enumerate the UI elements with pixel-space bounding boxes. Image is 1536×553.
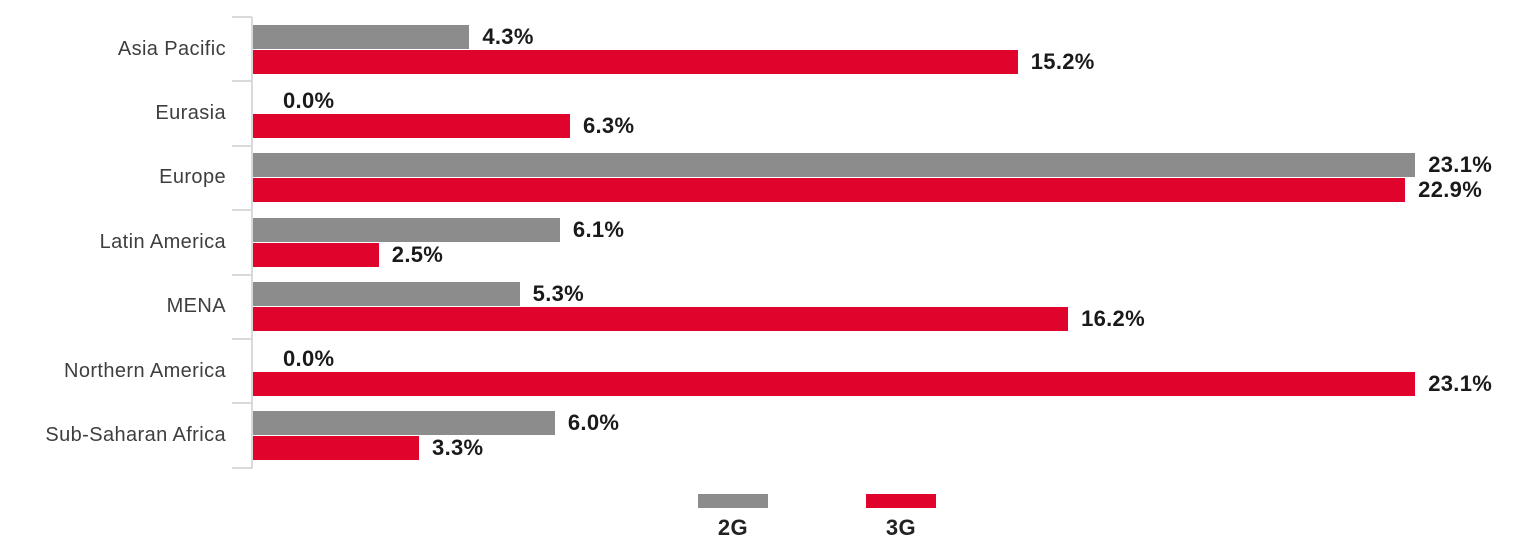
3g-bar	[253, 114, 570, 139]
axis-tick	[232, 144, 252, 147]
bar-line-2g: 6.0%	[253, 410, 1536, 436]
category-row: Asia Pacific 4.3% 15.2%	[0, 17, 1536, 81]
bar-line-3g: 22.9%	[253, 177, 1536, 203]
bar-group: 6.1% 2.5%	[253, 210, 1536, 274]
value-label: 15.2%	[1030, 48, 1095, 74]
bar-group: 0.0% 6.3%	[253, 81, 1536, 145]
bar-line-3g: 23.1%	[253, 370, 1536, 396]
bar-group: 23.1% 22.9%	[253, 146, 1536, 210]
category-label: Latin America	[99, 230, 226, 253]
value-label: 6.3%	[582, 113, 635, 139]
3g-bar	[253, 178, 1406, 203]
category-row: Northern America 0.0% 23.1%	[0, 339, 1536, 403]
bar-line-2g: 0.0%	[253, 345, 1536, 371]
value-label: 0.0%	[283, 345, 335, 371]
bar-line-2g: 23.1%	[253, 152, 1536, 178]
axis-tick	[232, 273, 252, 276]
category-label: Asia Pacific	[117, 37, 226, 60]
axis-tick	[232, 16, 252, 18]
value-label: 16.2%	[1081, 306, 1145, 332]
category-label: Northern America	[63, 359, 226, 382]
bar-line-3g: 15.2%	[253, 48, 1536, 74]
bar-line-2g: 4.3%	[253, 23, 1536, 49]
value-label: 6.1%	[572, 216, 625, 242]
bar-group: 0.0% 23.1%	[253, 339, 1536, 403]
3g-bar	[253, 49, 1018, 74]
value-label: 4.3%	[482, 23, 534, 49]
value-label: 23.1%	[1428, 370, 1493, 396]
category-row: Eurasia 0.0% 6.3%	[0, 81, 1536, 145]
legend-item-3g: 3G	[866, 494, 936, 541]
bar-line-3g: 2.5%	[253, 241, 1536, 267]
2g-bar	[253, 217, 560, 242]
2g-bar	[253, 153, 1416, 178]
value-label: 6.0%	[567, 410, 620, 436]
legend-swatch-3g	[866, 494, 936, 508]
axis-tick	[232, 466, 252, 469]
category-label: Europe	[159, 166, 226, 189]
3g-bar	[253, 436, 420, 461]
category-row: Latin America 6.1% 2.5%	[0, 210, 1536, 274]
bar-group: 5.3% 16.2%	[253, 275, 1536, 339]
3g-bar	[253, 371, 1416, 396]
bar-line-3g: 6.3%	[253, 113, 1536, 139]
value-label: 5.3%	[532, 281, 585, 307]
bar-line-2g: 5.3%	[253, 281, 1536, 307]
value-label: 3.3%	[432, 435, 484, 461]
legend-swatch-2g	[698, 494, 768, 508]
axis-tick	[232, 338, 252, 340]
3g-bar	[253, 242, 379, 267]
legend-label: 3G	[885, 515, 917, 540]
bar-group: 4.3% 15.2%	[253, 17, 1536, 81]
category-row: Sub-Saharan Africa 6.0% 3.3%	[0, 403, 1536, 467]
value-label: 2.5%	[391, 241, 444, 267]
axis-tick	[232, 80, 252, 83]
3g-bar	[253, 307, 1069, 332]
axis-tick	[232, 209, 252, 212]
value-label: 22.9%	[1418, 177, 1483, 203]
category-row: Europe 23.1% 22.9%	[0, 146, 1536, 210]
legend-label: 2G	[717, 515, 749, 540]
value-label: 23.1%	[1428, 152, 1493, 178]
category-label: MENA	[166, 295, 226, 318]
2g-bar	[253, 411, 555, 436]
2g-bar	[253, 24, 470, 49]
bar-line-2g: 0.0%	[253, 88, 1536, 114]
bar-line-3g: 3.3%	[253, 435, 1536, 461]
category-label: Sub-Saharan Africa	[45, 424, 226, 447]
value-label: 0.0%	[283, 88, 335, 114]
category-row: MENA 5.3% 16.2%	[0, 275, 1536, 339]
axis-tick	[232, 402, 252, 405]
y-axis-line	[251, 17, 253, 469]
2g-bar	[253, 282, 520, 307]
bar-group: 6.0% 3.3%	[253, 403, 1536, 467]
legend: 2G 3G	[49, 494, 1536, 541]
bar-line-2g: 6.1%	[253, 216, 1536, 242]
legend-item-2g: 2G	[698, 494, 768, 541]
category-label: Eurasia	[155, 102, 226, 125]
bar-line-3g: 16.2%	[253, 306, 1536, 332]
